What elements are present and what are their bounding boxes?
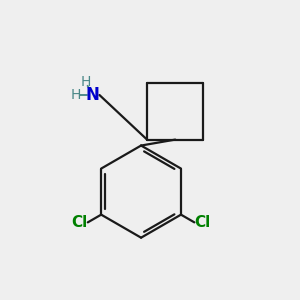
Text: N: N (85, 86, 99, 104)
Text: Cl: Cl (195, 215, 211, 230)
Text: Cl: Cl (71, 215, 88, 230)
Text: H: H (81, 75, 91, 88)
Text: H: H (70, 88, 81, 102)
